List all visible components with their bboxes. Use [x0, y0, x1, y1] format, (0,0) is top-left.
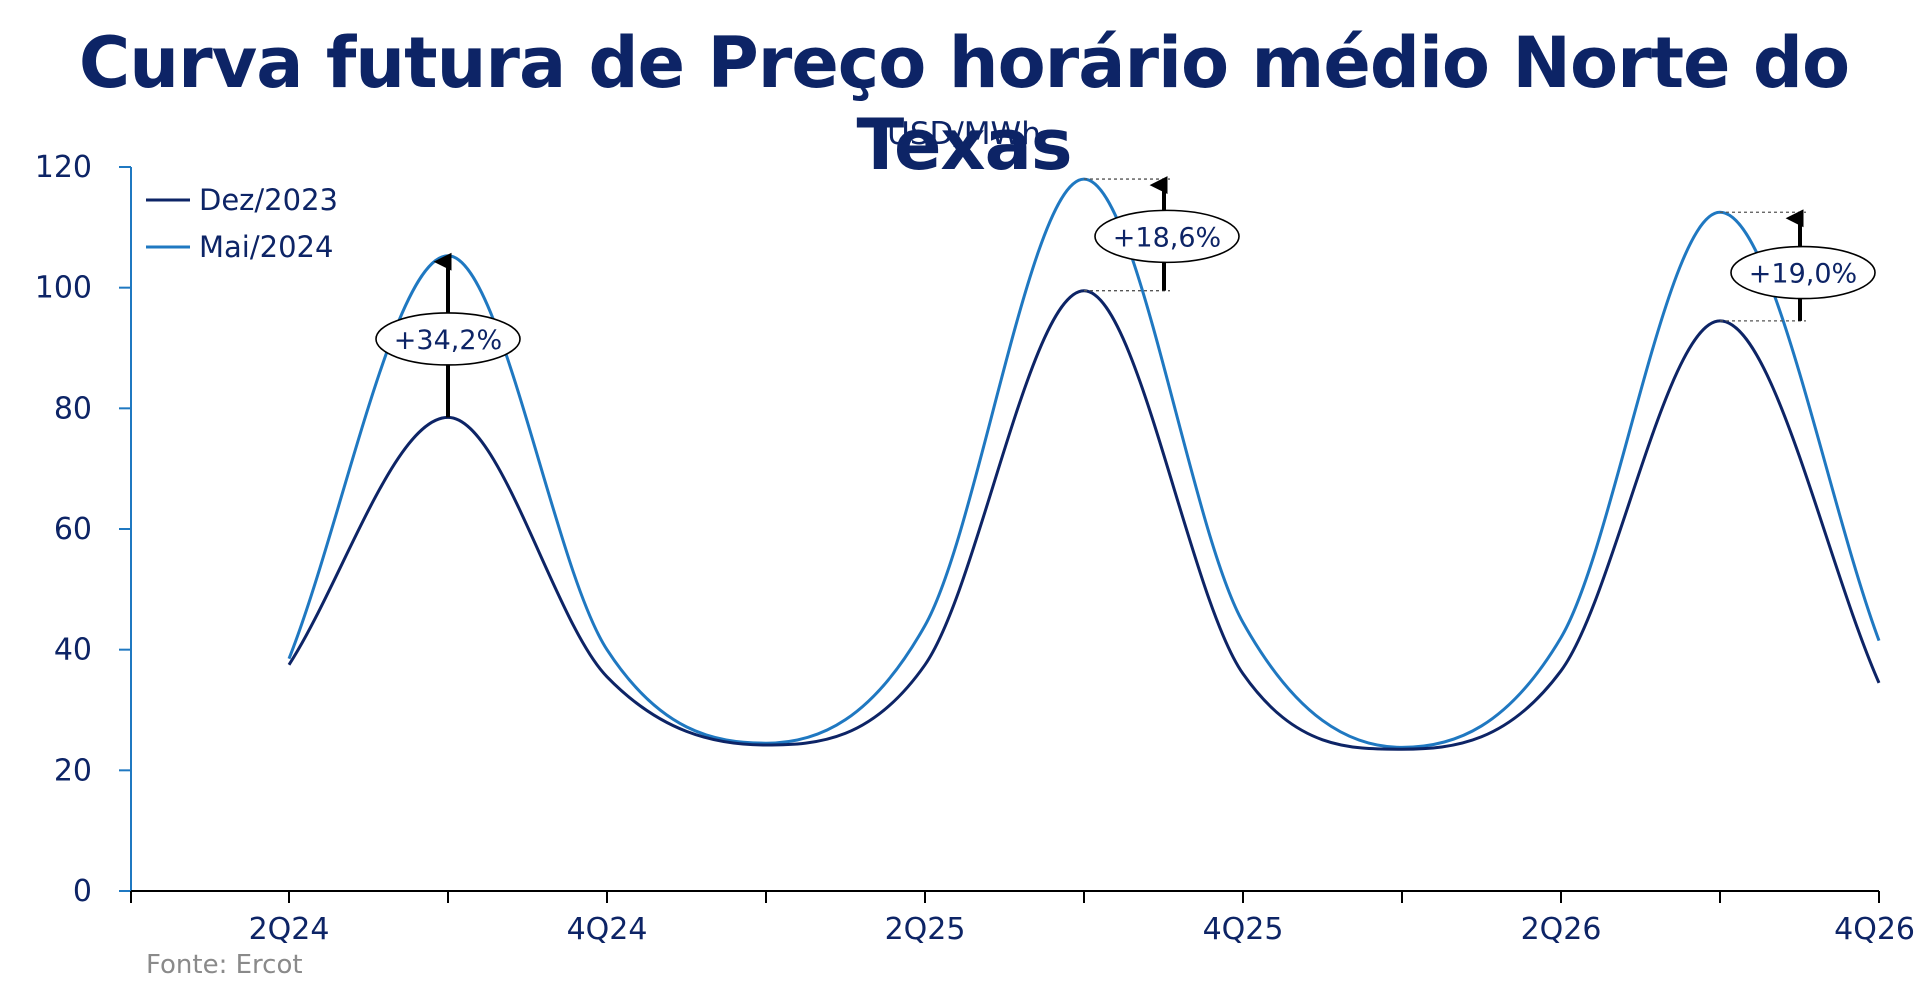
annotation-bubble: [1094, 209, 1240, 264]
chart-subtitle-unit: USD/MWh: [887, 116, 1041, 152]
x-tick-label: 2Q24: [249, 912, 330, 947]
legend-label: Dez/2023: [199, 183, 338, 217]
y-tick-label: 80: [54, 391, 92, 426]
legend-label: Mai/2024: [199, 230, 333, 264]
chart-title: Curva futura de Preço horário médio Nort…: [78, 22, 1850, 186]
y-tick-label: 100: [35, 271, 92, 306]
x-tick-label: 2Q25: [885, 912, 966, 947]
annotation-bubble: [375, 312, 521, 366]
x-tick-label: 4Q26: [1834, 912, 1915, 947]
annotation-label: +19,0%: [1749, 259, 1857, 290]
chart-source: Fonte: Ercot: [146, 950, 303, 980]
y-tick-label: 40: [54, 633, 92, 668]
x-tick-label: 4Q25: [1203, 912, 1284, 947]
annotation-label: +34,2%: [394, 325, 502, 356]
series-line: [287, 289, 1881, 751]
y-tick-label: 0: [73, 874, 92, 909]
y-tick-label: 120: [35, 150, 92, 185]
x-tick-label: 4Q24: [567, 912, 648, 947]
annotation-bubble: [1730, 245, 1876, 300]
series-line: [287, 177, 1881, 749]
y-tick-label: 20: [54, 753, 92, 788]
y-tick-label: 60: [54, 512, 92, 547]
annotation-label: +18,6%: [1113, 222, 1221, 253]
x-tick-label: 2Q26: [1521, 912, 1602, 947]
